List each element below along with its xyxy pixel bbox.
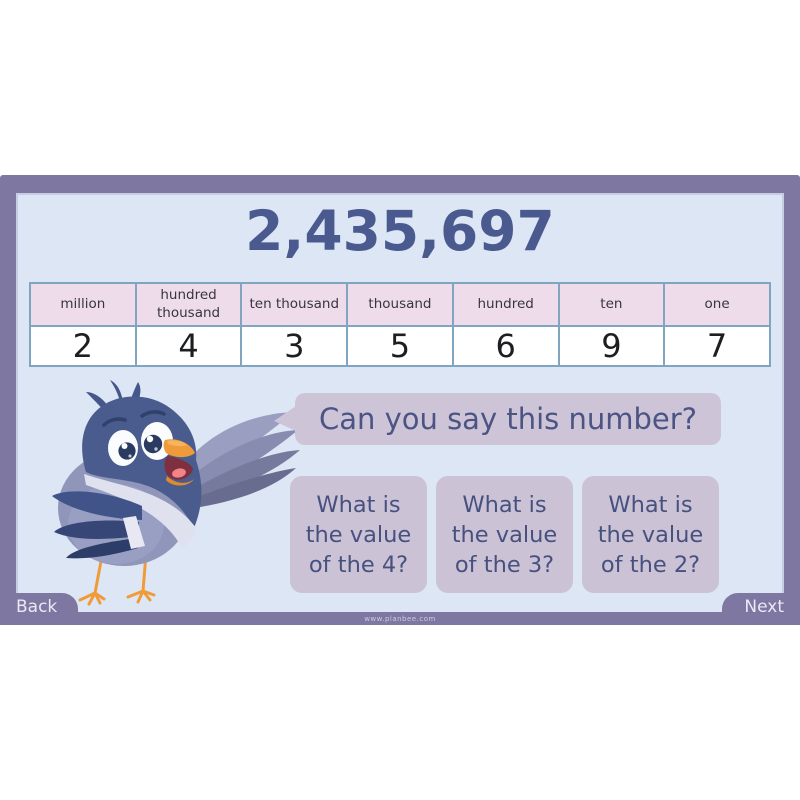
pigeon-eyebrows: [102, 410, 166, 427]
speech-bubble-text: Can you say this number?: [318, 402, 698, 436]
pigeon-beak: [163, 439, 195, 486]
pigeon-wing-raised: [174, 412, 300, 508]
back-button[interactable]: Back: [0, 593, 78, 625]
question-card-value-of-2: What is the value of the 2?: [582, 476, 719, 593]
card-line: What is: [608, 491, 693, 518]
back-button-label: Back: [16, 597, 58, 617]
watermark: www.planbee.com: [364, 615, 436, 623]
digit-cell-hundred-thousand: 4: [134, 325, 243, 367]
card-line: the value: [597, 521, 704, 548]
digit-cell-ten-thousand: 3: [240, 325, 349, 367]
digit-cell-hundred: 6: [451, 325, 560, 367]
next-button[interactable]: Next: [722, 593, 800, 625]
pigeon-head: [82, 396, 202, 528]
header-cell-one: one: [663, 282, 771, 327]
header-cell-ten: ten: [557, 282, 666, 327]
question-card-value-of-3: What is the value of the 3?: [436, 476, 573, 593]
card-line: of the 2?: [600, 551, 701, 578]
place-value-digit-row: 2 4 3 5 6 9 7: [29, 325, 771, 367]
lesson-slide: 2,435,697 million hundred thousand ten t…: [0, 175, 800, 625]
pigeon-collar: [84, 474, 196, 548]
card-line: What is: [316, 491, 401, 518]
digit-cell-one: 7: [663, 325, 771, 367]
place-value-table: million hundred thousand ten thousand th…: [29, 282, 771, 367]
header-cell-hundred: hundred: [451, 282, 560, 327]
card-line: the value: [451, 521, 558, 548]
slide-content-area: 2,435,697 million hundred thousand ten t…: [16, 193, 784, 612]
speech-bubble: Can you say this number?: [274, 393, 721, 445]
card-line: What is: [462, 491, 547, 518]
title-number: 2,435,697: [245, 199, 555, 263]
place-value-header-row: million hundred thousand ten thousand th…: [29, 282, 771, 327]
header-cell-million: million: [29, 282, 137, 327]
digit-cell-million: 2: [29, 325, 137, 367]
pigeon-tail-feathers: [52, 491, 145, 559]
pigeon-mascot: [52, 380, 300, 606]
digit-cell-ten: 9: [557, 325, 666, 367]
header-cell-ten-thousand: ten thousand: [240, 282, 349, 327]
card-line: of the 3?: [454, 551, 555, 578]
card-line: of the 4?: [308, 551, 409, 578]
next-button-label: Next: [744, 597, 784, 617]
question-card-value-of-4: What is the value of the 4?: [290, 476, 427, 593]
header-cell-thousand: thousand: [346, 282, 454, 327]
card-line: the value: [305, 521, 412, 548]
header-cell-hundred-thousand: hundred thousand: [134, 282, 243, 327]
digit-cell-thousand: 5: [346, 325, 454, 367]
question-cards-row: What is the value of the 4? What is the …: [290, 476, 719, 593]
